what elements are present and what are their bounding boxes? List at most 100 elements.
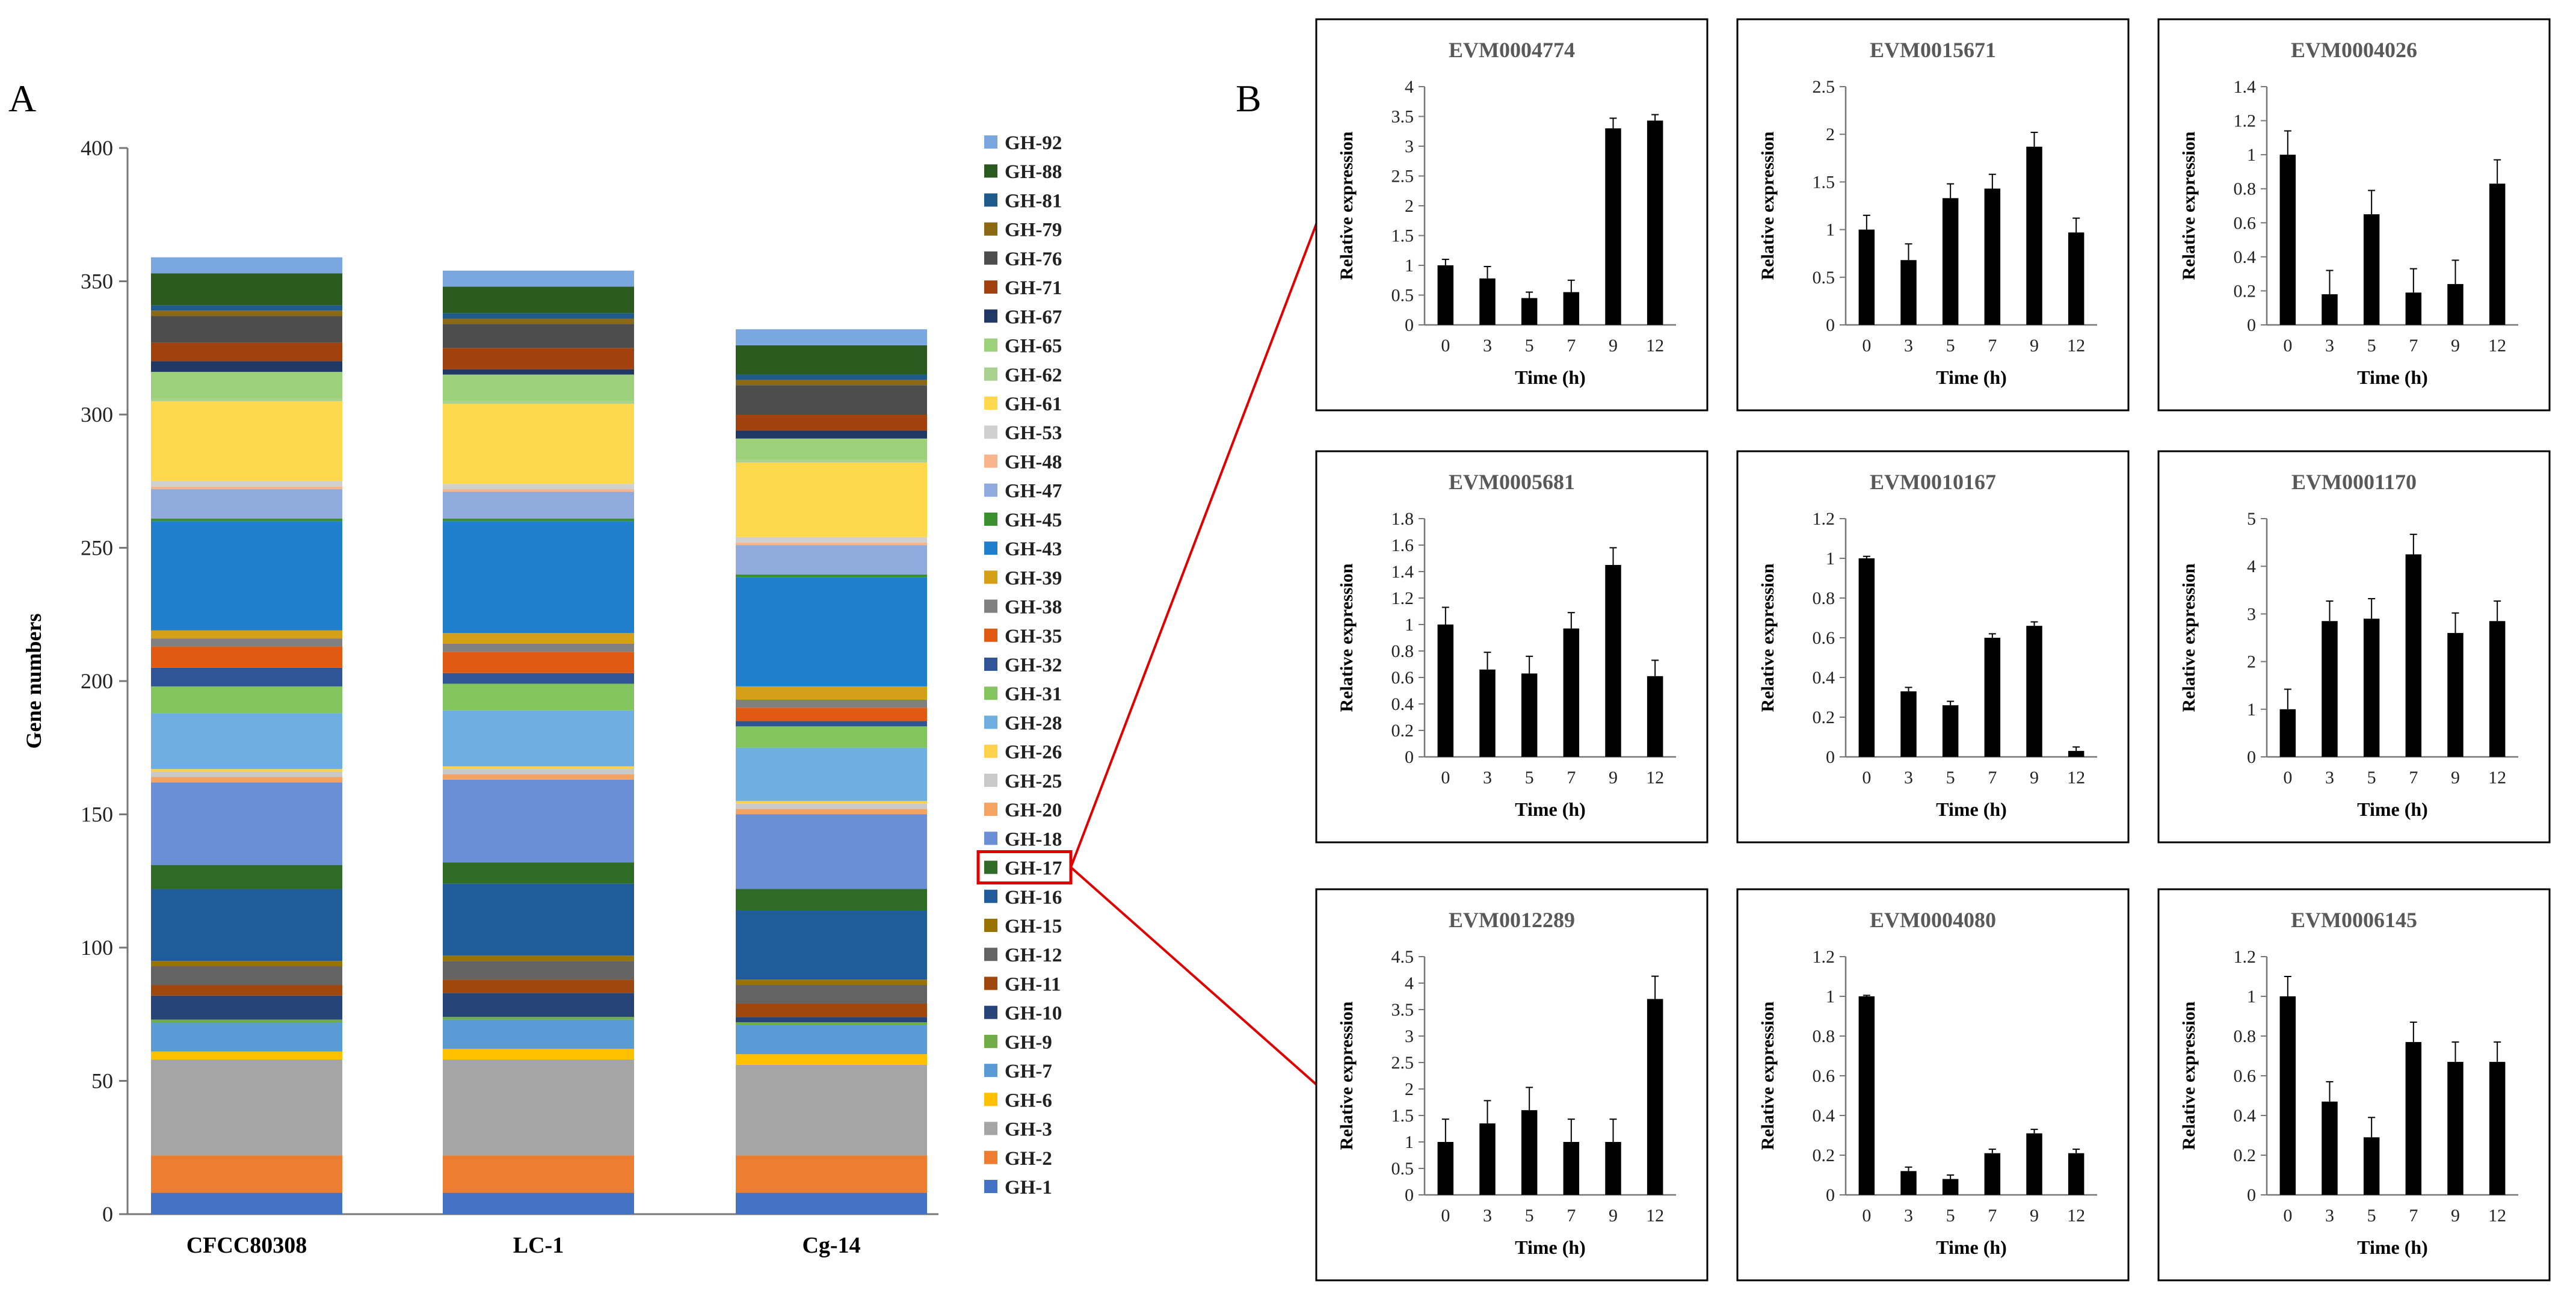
y-tick-label: 0.6 — [2234, 213, 2257, 233]
legend-label: GH-16 — [1005, 887, 1062, 909]
legend-swatch — [984, 396, 997, 410]
x-tick-label: 9 — [2030, 336, 2039, 356]
x-tick-label: 5 — [2367, 336, 2376, 356]
x-axis-title: Time (h) — [2357, 1236, 2428, 1258]
expression-bar — [2026, 1133, 2042, 1195]
stacked-segment-gh-43 — [151, 521, 342, 631]
x-tick-label: 5 — [1946, 768, 1955, 788]
y-tick-label: 1 — [1405, 615, 1414, 635]
stacked-segment-gh-12 — [736, 985, 927, 1004]
stacked-segment-gh-88 — [151, 273, 342, 306]
x-category-label: CFCC80308 — [186, 1233, 307, 1258]
stacked-segment-gh-92 — [151, 257, 342, 274]
legend-swatch — [984, 164, 997, 178]
stacked-segment-gh-20 — [151, 777, 342, 783]
y-axis-title: Relative expression — [1337, 563, 1357, 712]
stacked-segment-gh-65 — [151, 372, 342, 399]
y-tick-label: 1 — [2247, 987, 2256, 1007]
legend-label: GH-28 — [1005, 712, 1062, 734]
x-tick-label: 9 — [2451, 1206, 2460, 1226]
legend-swatch — [984, 1064, 997, 1078]
stacked-segment-gh-92 — [443, 270, 634, 287]
y-tick-label: 0.2 — [2234, 281, 2257, 301]
stacked-segment-gh-32 — [443, 673, 634, 684]
legend-label: GH-61 — [1005, 393, 1062, 415]
stacked-segment-gh-11 — [443, 979, 634, 993]
y-tick-label: 1 — [1405, 1132, 1414, 1152]
y-tick-label: 4 — [1405, 77, 1414, 97]
x-tick-label: 9 — [2030, 1206, 2039, 1226]
stacked-segment-gh-9 — [443, 1017, 634, 1020]
stacked-segment-gh-6 — [151, 1051, 342, 1060]
legend-swatch — [984, 686, 997, 700]
stacked-segment-gh-3 — [443, 1060, 634, 1156]
stacked-segment-gh-25 — [151, 771, 342, 777]
expression-bar — [1605, 128, 1621, 325]
expression-bar — [1900, 260, 1917, 325]
x-tick-label: 9 — [2451, 336, 2460, 356]
stacked-segment-gh-25 — [736, 803, 927, 809]
x-tick-label: 5 — [1946, 336, 1955, 356]
expression-panel: EVM0006145 0 0.2 0.4 0.6 0.8 1 1.2 Relative expr… — [2157, 888, 2551, 1282]
panel-title: EVM0001170 — [2291, 470, 2417, 494]
stacked-segment-gh-88 — [443, 286, 634, 313]
y-tick-label: 3.5 — [1391, 1000, 1414, 1020]
stacked-segment-gh-61 — [736, 462, 927, 537]
y-axis-title: Relative expression — [2179, 563, 2199, 712]
stacked-segment-gh-43 — [736, 577, 927, 686]
x-tick-label: 12 — [1646, 1206, 1664, 1226]
y-tick-label: 1.4 — [1391, 562, 1414, 582]
y-tick-label: 0 — [1405, 315, 1414, 335]
stacked-segment-gh-16 — [736, 910, 927, 980]
expression-bar — [1647, 999, 1663, 1195]
legend-label: GH-3 — [1005, 1119, 1052, 1141]
stacked-segment-gh-53 — [736, 537, 927, 543]
x-axis-title: Time (h) — [1515, 366, 1586, 388]
expression-bar — [2279, 155, 2296, 325]
stacked-segment-gh-12 — [151, 966, 342, 986]
stacked-segment-gh-88 — [736, 345, 927, 375]
stacked-segment-gh-35 — [736, 708, 927, 721]
x-tick-label: 7 — [1988, 336, 1997, 356]
x-axis-title: Time (h) — [2357, 798, 2428, 820]
expression-bar — [1437, 265, 1454, 325]
expression-bar — [1942, 198, 1959, 325]
stacked-segment-gh-81 — [151, 305, 342, 311]
stacked-segment-gh-28 — [736, 747, 927, 801]
y-tick-label: 0.4 — [1813, 668, 1835, 688]
y-tick-label: 2 — [1826, 125, 1835, 144]
stacked-segment-gh-48 — [443, 489, 634, 492]
y-tick-label: 0.2 — [1813, 708, 1835, 727]
x-tick-label: 0 — [2283, 336, 2292, 356]
x-tick-label: 5 — [2367, 1206, 2376, 1226]
stacked-segment-gh-3 — [736, 1064, 927, 1156]
legend-label: GH-39 — [1005, 567, 1062, 589]
legend-label: GH-76 — [1005, 248, 1062, 270]
y-tick-label: 1.2 — [1813, 509, 1835, 529]
x-tick-label: 12 — [2067, 336, 2085, 356]
stacked-segment-gh-45 — [736, 574, 927, 578]
x-tick-label: 12 — [1646, 768, 1664, 788]
expression-bar — [1858, 558, 1875, 757]
legend-swatch — [984, 948, 997, 961]
x-axis-title: Time (h) — [1936, 798, 2007, 820]
x-tick-label: 12 — [2488, 336, 2506, 356]
stacked-segment-gh-10 — [443, 993, 634, 1017]
y-tick-label: 0.4 — [2234, 1106, 2257, 1126]
y-axis-title: Relative expression — [1758, 1001, 1778, 1150]
panel-frame — [1736, 450, 2130, 844]
stacked-segment-gh-38 — [151, 638, 342, 647]
legend-label: GH-11 — [1005, 973, 1061, 995]
x-axis-title: Time (h) — [1515, 798, 1586, 820]
x-tick-label: 0 — [1441, 768, 1450, 788]
y-tick-label: 1.2 — [2234, 111, 2257, 131]
legend-label: GH-7 — [1005, 1061, 1052, 1082]
x-tick-label: 3 — [2325, 336, 2334, 356]
stacked-segment-gh-12 — [443, 961, 634, 980]
legend-swatch — [984, 541, 997, 555]
stacked-segment-gh-65 — [736, 438, 927, 460]
stacked-segment-gh-76 — [736, 385, 927, 415]
stacked-segment-gh-17 — [151, 865, 342, 889]
x-tick-label: 0 — [1862, 336, 1871, 356]
